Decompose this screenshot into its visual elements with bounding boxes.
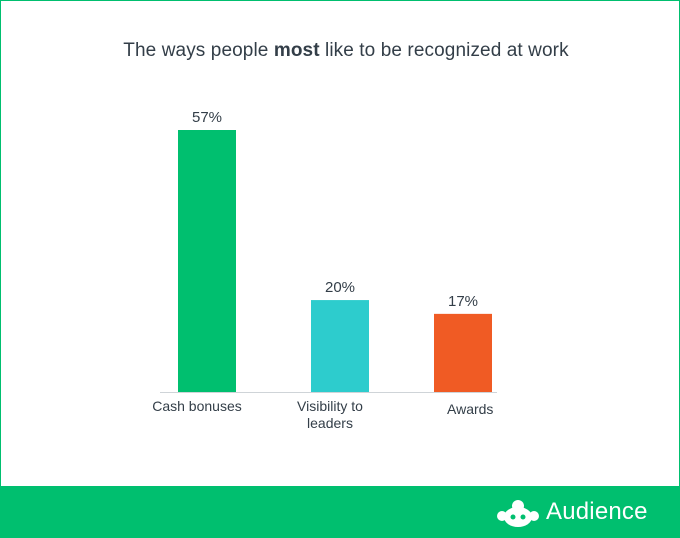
category-tick-label: Awards: [447, 401, 493, 417]
bar: [434, 313, 492, 392]
footer-bar: Audience: [0, 486, 680, 538]
title-part-3: like to be recognized at work: [319, 40, 569, 61]
title-emphasis: most: [273, 40, 320, 61]
category-tick-label: Visibility to: [297, 398, 363, 414]
surveymonkey-logo-icon: [497, 500, 539, 527]
brand: Audience: [496, 486, 648, 538]
bar-value-label: 20%: [325, 279, 355, 296]
brand-name: Audience: [546, 498, 648, 525]
chart-title: The ways people most like to be recogniz…: [0, 40, 680, 62]
bar: [178, 130, 236, 392]
category-tick-label: Cash bonuses: [152, 398, 242, 414]
category-tick-label: leaders: [307, 415, 353, 431]
title-part-1: The ways people: [123, 40, 274, 61]
bar: [311, 300, 369, 392]
bar-value-label: 17%: [448, 293, 478, 310]
bar-value-label: 57%: [192, 109, 222, 126]
